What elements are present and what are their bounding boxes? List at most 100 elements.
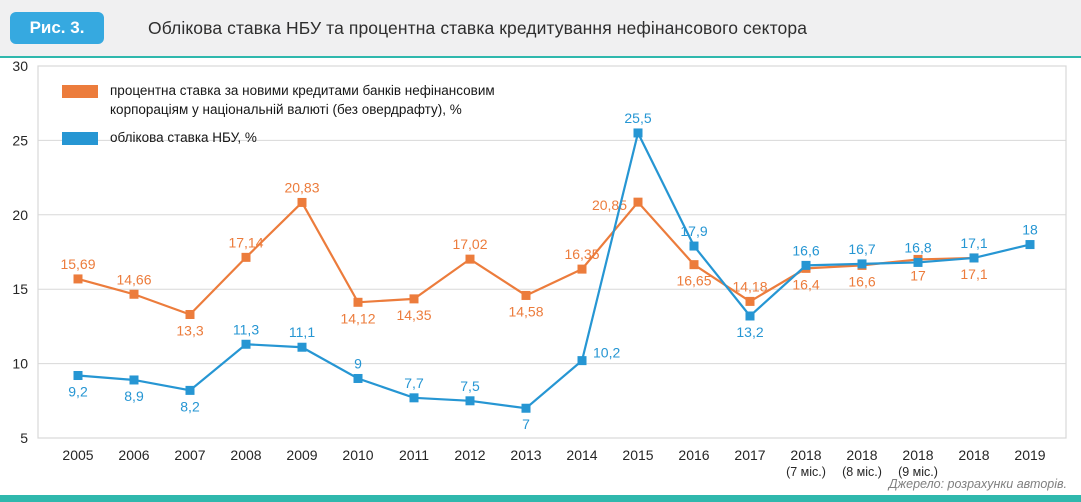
svg-text:2013: 2013 bbox=[510, 447, 541, 463]
data-point-label: 16,8 bbox=[904, 239, 931, 255]
data-point-label: 17,14 bbox=[228, 234, 263, 250]
svg-text:2010: 2010 bbox=[342, 447, 373, 463]
data-point-marker bbox=[129, 375, 139, 385]
svg-text:2019: 2019 bbox=[1014, 447, 1045, 463]
svg-text:2008: 2008 bbox=[230, 447, 261, 463]
svg-text:2018: 2018 bbox=[902, 447, 933, 463]
data-point-marker bbox=[521, 403, 531, 413]
svg-text:2016: 2016 bbox=[678, 447, 709, 463]
svg-text:2011: 2011 bbox=[399, 447, 429, 463]
data-point-label: 17,1 bbox=[960, 266, 987, 282]
data-point-label: 13,2 bbox=[736, 324, 763, 340]
data-point-marker bbox=[913, 257, 923, 267]
series-orange: 15,69 14,66 13,3 17,14 20,83 14,12 14,35 17,02 1… bbox=[60, 179, 987, 338]
legend-item: облікова ставка НБУ, % bbox=[62, 129, 495, 148]
legend-swatch-orange bbox=[62, 85, 98, 98]
chart-area: 5 10 15 20 25 30 2005 2006 2007 2008 2009 2010 2011 2… bbox=[0, 58, 1081, 483]
data-point-label: 8,2 bbox=[180, 398, 200, 414]
data-point-label: 16,4 bbox=[792, 276, 819, 292]
data-point-marker bbox=[745, 296, 755, 306]
svg-text:25: 25 bbox=[12, 132, 28, 148]
data-point-marker bbox=[129, 289, 139, 299]
svg-text:(7 міс.): (7 міс.) bbox=[786, 465, 826, 479]
plot-border bbox=[37, 65, 1067, 439]
series-blue: 9,2 8,9 8,2 11,3 11,1 9 7,7 7,5 7 10,2 25,5 17,9 13,… bbox=[68, 110, 1038, 432]
data-point-marker bbox=[353, 297, 363, 307]
svg-text:2012: 2012 bbox=[454, 447, 485, 463]
data-point-label: 20,83 bbox=[284, 179, 319, 195]
data-point-label: 15,69 bbox=[60, 256, 95, 272]
svg-text:2006: 2006 bbox=[118, 447, 149, 463]
data-point-marker bbox=[241, 339, 251, 349]
data-point-label: 25,5 bbox=[624, 110, 651, 126]
data-point-label: 7 bbox=[522, 416, 530, 432]
svg-text:10: 10 bbox=[12, 356, 28, 372]
data-point-label: 14,35 bbox=[396, 307, 431, 323]
data-point-marker bbox=[73, 371, 83, 381]
figure-title: Облікова ставка НБУ та процентна ставка … bbox=[148, 17, 808, 38]
svg-text:30: 30 bbox=[12, 58, 28, 74]
chart-legend: процентна ставка за новими кредитами бан… bbox=[62, 82, 495, 157]
svg-text:2018: 2018 bbox=[790, 447, 821, 463]
data-point-marker bbox=[297, 197, 307, 207]
data-point-marker bbox=[689, 241, 699, 251]
data-point-marker bbox=[633, 197, 643, 207]
data-point-marker bbox=[353, 373, 363, 383]
data-point-label: 16,6 bbox=[792, 242, 819, 258]
data-point-label: 13,3 bbox=[176, 322, 203, 338]
data-point-label: 9,2 bbox=[68, 384, 88, 400]
data-point-label: 14,18 bbox=[732, 278, 767, 294]
data-point-label: 7,7 bbox=[404, 375, 424, 391]
bottom-accent-bar bbox=[0, 495, 1081, 502]
source-note: Джерело: розрахунки авторів. bbox=[888, 477, 1067, 491]
data-point-label: 10,2 bbox=[593, 345, 620, 361]
legend-item: процентна ставка за новими кредитами бан… bbox=[62, 82, 495, 120]
data-point-label: 16,6 bbox=[848, 273, 875, 289]
svg-text:(9 міс.): (9 міс.) bbox=[898, 465, 938, 479]
data-point-marker bbox=[521, 290, 531, 300]
data-point-label: 11,1 bbox=[289, 324, 315, 340]
svg-text:15: 15 bbox=[12, 281, 28, 297]
svg-text:2017: 2017 bbox=[734, 447, 765, 463]
svg-text:20: 20 bbox=[12, 207, 28, 223]
data-point-marker bbox=[185, 385, 195, 395]
figure-header: Рис. 3. Облікова ставка НБУ та процентна… bbox=[0, 0, 1081, 56]
data-point-marker bbox=[745, 311, 755, 321]
data-point-label: 9 bbox=[354, 355, 362, 371]
svg-text:(8 міс.): (8 міс.) bbox=[842, 465, 882, 479]
data-point-label: 14,66 bbox=[116, 271, 151, 287]
data-point-label: 18 bbox=[1022, 222, 1038, 238]
data-point-marker bbox=[185, 309, 195, 319]
data-point-label: 16,7 bbox=[848, 241, 875, 257]
svg-text:2018: 2018 bbox=[846, 447, 877, 463]
data-point-label: 14,12 bbox=[340, 310, 375, 326]
data-point-marker bbox=[465, 254, 475, 264]
data-point-label: 17,1 bbox=[960, 235, 987, 251]
data-point-marker bbox=[409, 294, 419, 304]
data-point-marker bbox=[409, 393, 419, 403]
legend-label: процентна ставка за новими кредитами бан… bbox=[110, 83, 495, 117]
data-point-label: 17 bbox=[910, 267, 926, 283]
svg-text:2015: 2015 bbox=[622, 447, 653, 463]
data-point-marker bbox=[633, 128, 643, 138]
data-point-label: 17,9 bbox=[680, 223, 707, 239]
figure-number-badge: Рис. 3. bbox=[10, 12, 104, 44]
legend-label: облікова ставка НБУ, % bbox=[110, 129, 257, 145]
data-point-label: 7,5 bbox=[460, 378, 480, 394]
data-point-label: 14,58 bbox=[508, 303, 543, 319]
x-axis-labels: 2005 2006 2007 2008 2009 2010 2011 2012 2013 2014… bbox=[62, 447, 1045, 479]
y-axis-labels: 5 10 15 20 25 30 bbox=[12, 58, 28, 446]
legend-swatch-blue bbox=[62, 131, 98, 145]
data-point-label: 16,35 bbox=[564, 246, 599, 262]
data-point-label: 8,9 bbox=[124, 388, 144, 404]
data-point-marker bbox=[465, 396, 475, 406]
data-point-marker bbox=[73, 274, 83, 284]
svg-text:5: 5 bbox=[20, 430, 28, 446]
data-point-marker bbox=[1025, 240, 1035, 250]
header-divider bbox=[0, 56, 1081, 58]
data-point-marker bbox=[801, 260, 811, 270]
data-point-label: 17,02 bbox=[452, 236, 487, 252]
data-point-marker bbox=[297, 342, 307, 352]
data-point-marker bbox=[857, 259, 867, 269]
